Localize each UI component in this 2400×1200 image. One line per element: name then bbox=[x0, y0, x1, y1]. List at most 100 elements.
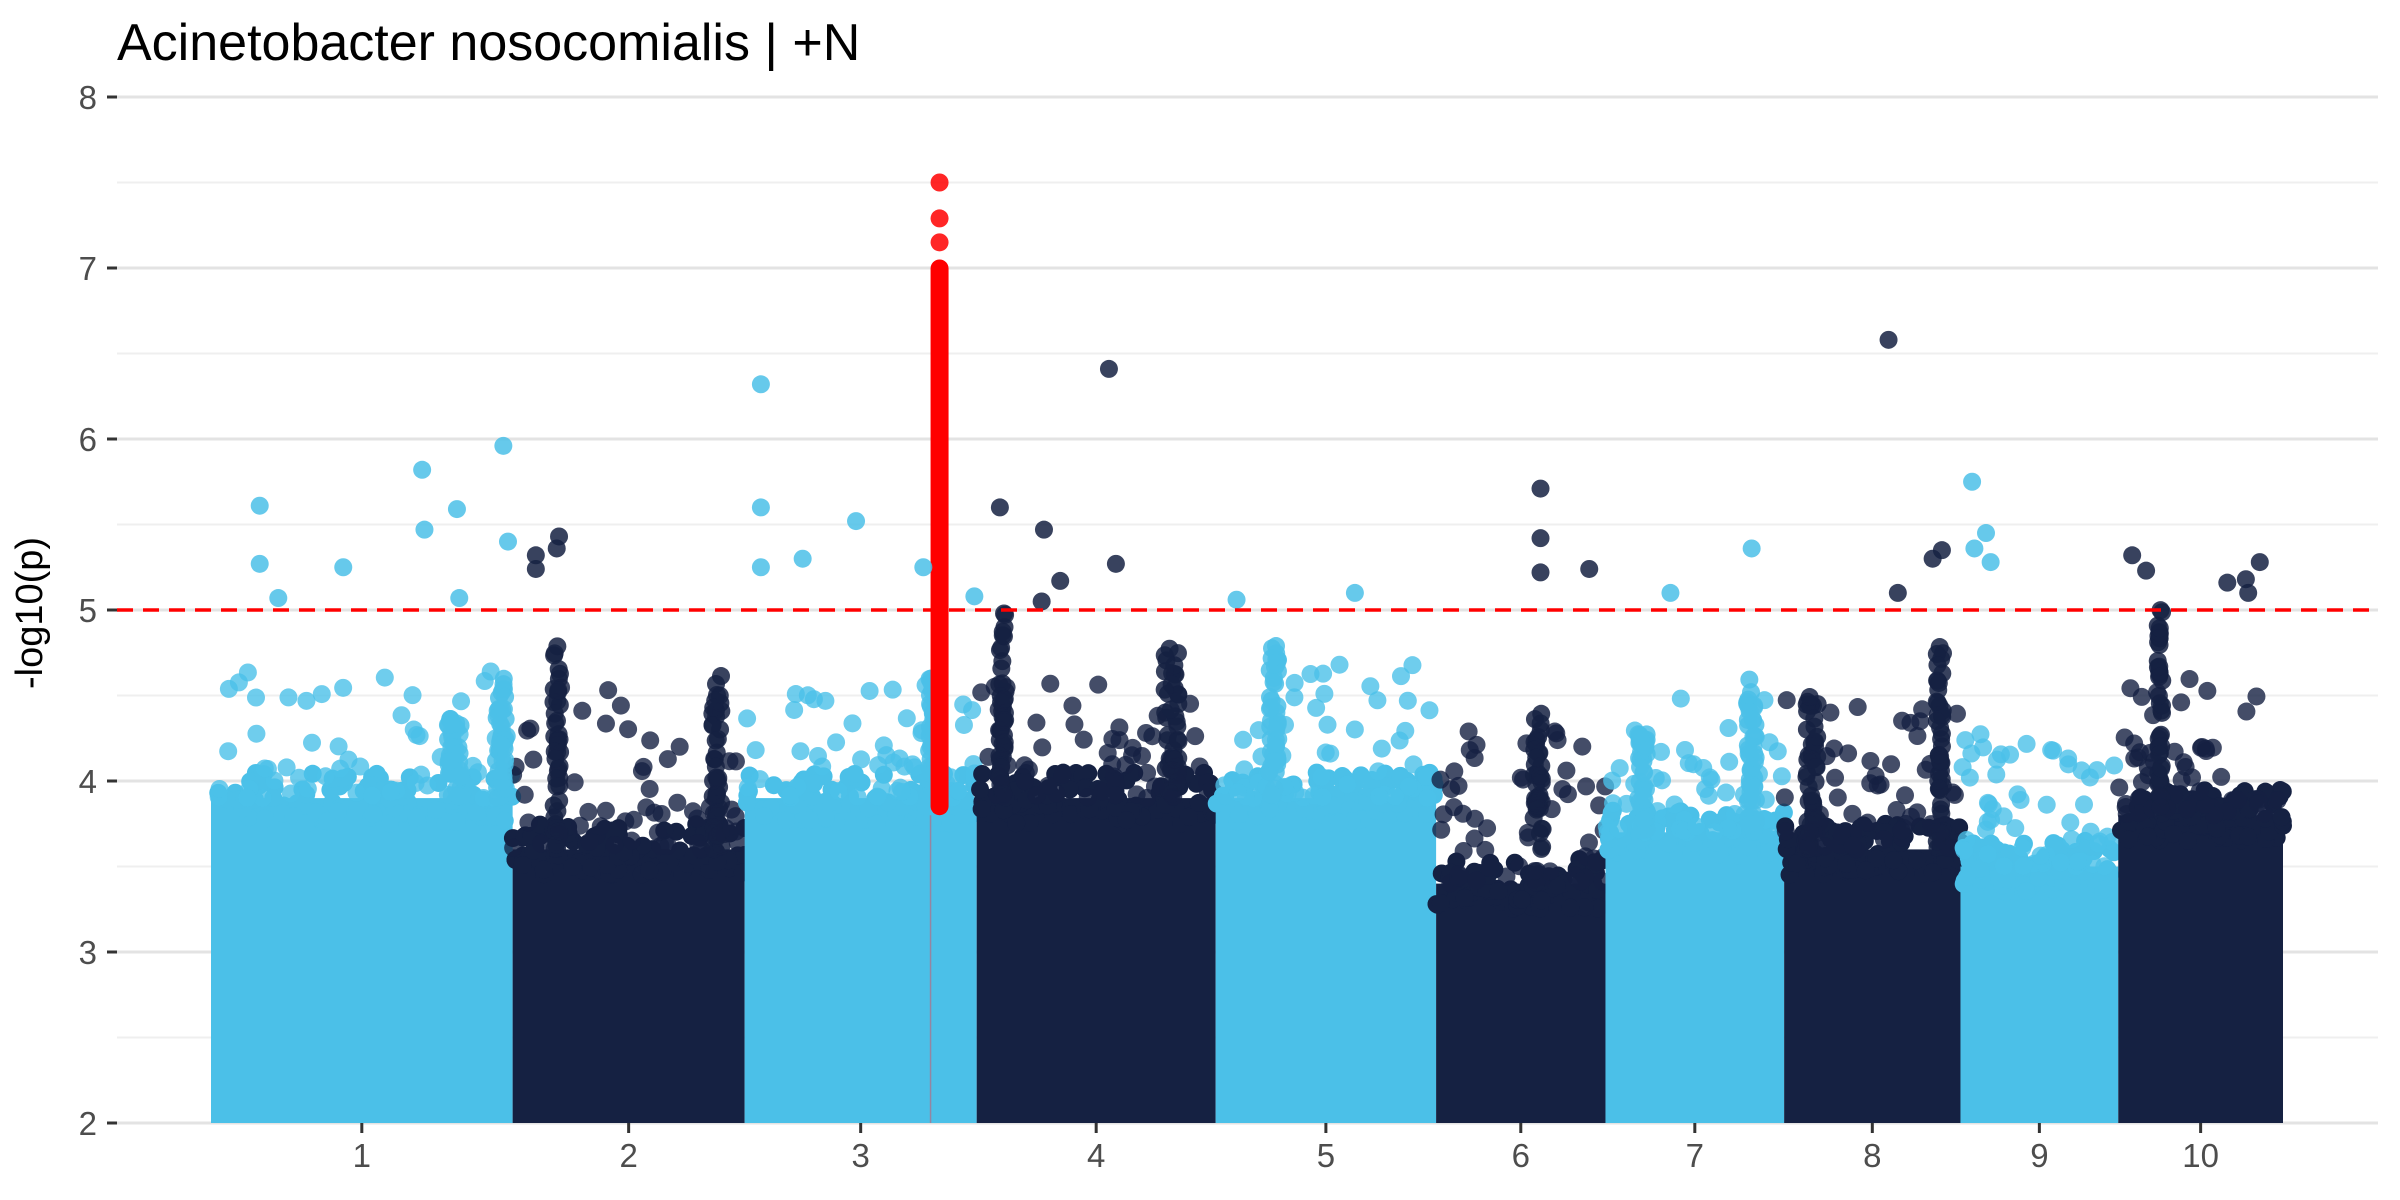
snp-point bbox=[1444, 798, 1463, 817]
snp-point bbox=[513, 856, 532, 875]
snp-point bbox=[1923, 863, 1942, 882]
snp-point bbox=[1531, 714, 1550, 733]
snp-point bbox=[219, 679, 238, 698]
snp-point bbox=[2198, 681, 2217, 700]
snp-point bbox=[1369, 762, 1388, 781]
snp-point bbox=[1983, 800, 2002, 819]
snp-point bbox=[1858, 813, 1877, 832]
top-hit-point bbox=[1034, 520, 1053, 539]
snp-point bbox=[1510, 857, 1529, 876]
snp-point bbox=[447, 812, 466, 831]
snp-point bbox=[708, 826, 727, 845]
snp-point bbox=[1971, 859, 1990, 878]
top-hit-point bbox=[450, 589, 469, 608]
snp-point bbox=[1571, 872, 1590, 891]
snp-point bbox=[1760, 843, 1779, 862]
chrom-7-dense-band bbox=[1605, 832, 1785, 1123]
snp-point bbox=[1867, 849, 1886, 868]
snp-point bbox=[496, 687, 515, 706]
snp-point bbox=[504, 838, 523, 857]
top-hit-point bbox=[2218, 573, 2237, 592]
snp-point bbox=[2138, 827, 2157, 846]
snp-point bbox=[1318, 715, 1337, 734]
snp-point bbox=[1800, 688, 1819, 707]
snp-point bbox=[1896, 786, 1915, 805]
top-hit-point bbox=[1742, 539, 1761, 558]
snp-point bbox=[1445, 762, 1464, 781]
snp-point bbox=[1987, 765, 2006, 784]
snp-point bbox=[1826, 768, 1845, 787]
y-tick-label: 5 bbox=[79, 592, 97, 629]
snp-point bbox=[1345, 720, 1364, 739]
snp-point bbox=[492, 735, 511, 754]
snp-point bbox=[2132, 773, 2151, 792]
snp-point bbox=[2150, 745, 2169, 764]
snp-point bbox=[1338, 775, 1357, 794]
top-hit-point bbox=[1106, 554, 1125, 573]
snp-point bbox=[2006, 819, 2025, 838]
snp-point bbox=[565, 773, 584, 792]
snp-point bbox=[1705, 822, 1724, 841]
snp-point bbox=[1039, 776, 1058, 795]
snp-point bbox=[1431, 770, 1450, 789]
snp-point bbox=[1843, 804, 1862, 823]
snp-point bbox=[658, 750, 677, 769]
x-tick-label: 1 bbox=[353, 1137, 371, 1174]
snp-point bbox=[1665, 795, 1684, 814]
snp-point bbox=[1978, 845, 1997, 864]
snp-point bbox=[2105, 756, 2124, 775]
snp-point bbox=[1313, 788, 1332, 807]
snp-point bbox=[852, 750, 871, 769]
snp-point bbox=[2042, 741, 2061, 760]
snp-point bbox=[867, 814, 886, 833]
snp-point bbox=[1743, 710, 1762, 729]
snp-point bbox=[1489, 881, 1508, 900]
snp-point bbox=[709, 769, 728, 788]
snp-point bbox=[1110, 731, 1129, 750]
snp-point bbox=[1927, 692, 1946, 711]
snp-point bbox=[549, 660, 568, 679]
snp-point bbox=[2075, 795, 2094, 814]
snp-point bbox=[755, 806, 774, 825]
snp-point bbox=[1264, 673, 1283, 692]
snp-point bbox=[2117, 795, 2136, 814]
x-axis: 1 2 3 4 5 6 7 8 9 10 bbox=[353, 1123, 2219, 1174]
snp-point bbox=[347, 783, 366, 802]
snp-point bbox=[1155, 662, 1174, 681]
snp-point bbox=[1418, 788, 1437, 807]
snp-point bbox=[1065, 715, 1084, 734]
snp-point bbox=[2115, 728, 2134, 747]
snp-point bbox=[1634, 810, 1653, 829]
snp-point bbox=[1957, 867, 1976, 886]
top-hit-point bbox=[1923, 549, 1942, 568]
snp-point bbox=[1361, 677, 1380, 696]
x-tick-label: 2 bbox=[619, 1137, 637, 1174]
top-hit-point bbox=[1963, 472, 1982, 491]
snp-point bbox=[596, 714, 615, 733]
top-hit-point bbox=[2123, 546, 2142, 565]
snp-point bbox=[298, 779, 317, 798]
snp-point bbox=[582, 858, 601, 877]
snp-point bbox=[1454, 841, 1473, 860]
top-hit-point bbox=[334, 558, 353, 577]
top-hit-point bbox=[1661, 583, 1680, 602]
snp-point bbox=[1828, 788, 1847, 807]
snp-point bbox=[1053, 766, 1072, 785]
snp-point bbox=[2150, 619, 2169, 638]
top-hit-point bbox=[1531, 479, 1550, 498]
snp-point bbox=[764, 776, 783, 795]
snp-point bbox=[712, 667, 731, 686]
snp-point bbox=[1417, 767, 1436, 786]
snp-point bbox=[1186, 727, 1205, 746]
snp-point bbox=[1418, 805, 1437, 824]
x-tick-label: 10 bbox=[2182, 1137, 2219, 1174]
snp-point bbox=[704, 698, 723, 717]
snp-point bbox=[2172, 693, 2191, 712]
top-hit-point bbox=[1580, 559, 1599, 578]
snp-point bbox=[1928, 656, 1947, 675]
snp-point bbox=[2017, 734, 2036, 753]
snp-point bbox=[545, 704, 564, 723]
top-hit-point bbox=[1879, 330, 1898, 349]
snp-point bbox=[1307, 698, 1326, 717]
top-hit-point bbox=[526, 546, 545, 565]
